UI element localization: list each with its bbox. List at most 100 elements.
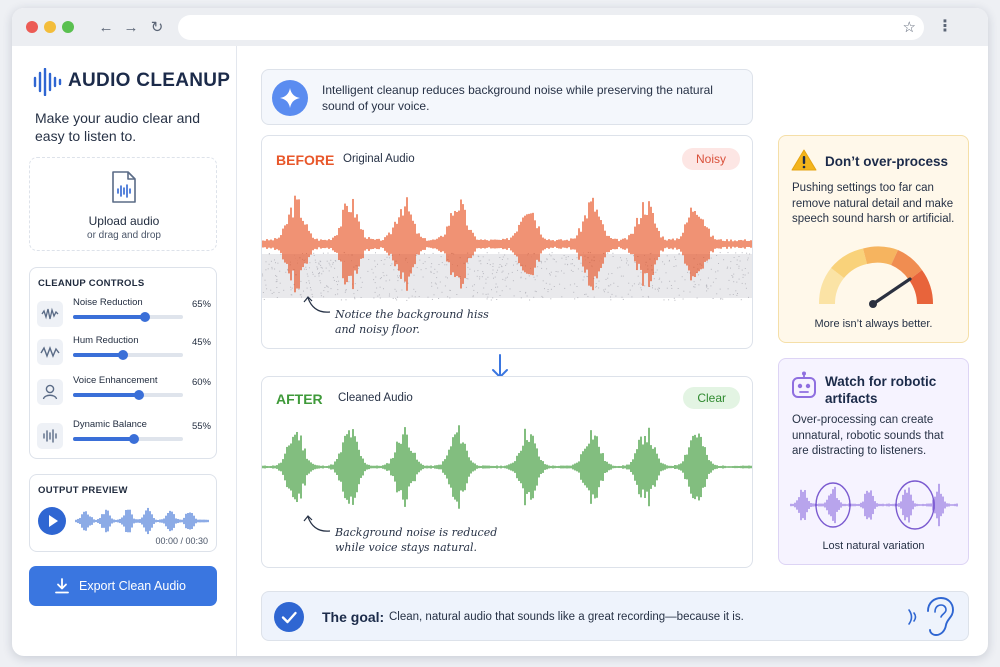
noise-speck [397,275,398,277]
ear-listening-icon [908,597,954,636]
noise-speck [486,252,488,254]
output-preview-heading: OUTPUT PREVIEW [38,485,128,496]
noise-speck [525,292,526,294]
noise-speck [290,294,292,296]
play-button[interactable] [38,507,66,535]
noise-speck [710,257,712,259]
noise-speck [320,292,322,294]
noise-speck [413,274,415,276]
over-process-caption: More isn’t always better. [814,318,933,330]
noise-speck [658,288,660,289]
noise-speck [669,259,670,261]
noise-speck [671,287,673,289]
noise-speck [319,280,321,282]
reload-icon[interactable]: ↻ [150,19,164,36]
noise-speck [565,258,567,260]
noise-speck [525,291,527,293]
noise-speck [499,264,501,265]
noise-speck [482,256,484,258]
noise-speck [397,268,399,270]
noise-speck [567,264,568,266]
noise-speck [389,279,391,281]
hum-reduction-slider[interactable] [73,350,183,360]
dynamic-balance-control: Dynamic Balance 55% [37,419,213,453]
noise-speck [497,286,499,288]
noise-speck [485,278,487,280]
noise-speck [335,260,337,262]
noise-speck [730,267,731,269]
browser-menu-icon[interactable]: ⋮ [937,18,953,35]
noise-speck [424,253,425,255]
noise-speck [501,290,503,292]
noise-speck [293,284,295,286]
noise-speck [303,259,305,261]
forward-arrow-icon[interactable]: → [123,19,139,36]
address-bar[interactable]: ☆ [178,15,924,40]
noise-speck [276,287,278,288]
minimize-window-dot[interactable] [44,21,56,33]
noise-speck [580,262,582,264]
voice-enhancement-slider[interactable] [73,390,183,400]
noise-speck [669,280,671,282]
noise-speck [374,291,376,293]
noise-speck [733,257,735,258]
noise-speck [515,261,517,262]
noise-speck [388,295,390,297]
noise-speck [553,286,555,287]
noise-speck [607,252,609,254]
brand: AUDIO CLEANUP [32,68,232,96]
noise-speck [318,275,320,277]
noise-speck [651,269,653,271]
noise-speck [735,290,737,292]
noise-speck [534,290,536,292]
bookmark-star-icon[interactable]: ☆ [902,19,916,36]
slider-thumb[interactable] [139,312,150,322]
noise-speck [612,256,614,257]
noise-speck [719,288,721,290]
noise-speck [270,260,272,262]
noise-speck [395,298,397,300]
noise-speck [640,287,642,289]
noise-speck [552,258,554,260]
warning-icon [791,149,817,171]
noise-speck [300,294,302,296]
noise-speck [379,278,381,280]
noise-speck [397,280,399,282]
noise-speck [732,276,734,278]
export-button[interactable]: Export Clean Audio [29,566,217,606]
noise-speck [501,266,503,268]
noise-speck [389,293,390,295]
noise-speck [318,273,320,275]
noise-speck [326,285,328,287]
noise-speck [572,259,573,260]
noise-speck [360,297,362,298]
noise-speck [542,296,544,298]
noise-speck [505,264,507,266]
goal-text: Clean, natural audio that sounds like a … [389,611,744,623]
noise-speck [447,259,449,261]
noise-speck [451,252,453,254]
slider-thumb[interactable] [128,434,139,444]
maximize-window-dot[interactable] [62,21,74,33]
noise-speck [727,266,729,268]
close-window-dot[interactable] [26,21,38,33]
equalizer-icon [37,423,63,449]
noise-speck [472,295,474,297]
back-arrow-icon[interactable]: ← [98,19,114,36]
upload-dropzone[interactable]: Upload audio or drag and drop [29,157,217,251]
noise-speck [305,266,307,268]
noise-speck [706,290,708,292]
noise-speck [337,289,339,291]
noise-reduction-slider[interactable] [73,312,183,322]
noise-speck [415,254,417,256]
noise-speck [593,260,595,262]
slider-thumb[interactable] [134,390,144,400]
noise-speck [727,252,729,254]
dynamic-balance-slider[interactable] [73,434,183,444]
after-waveform [262,425,752,509]
noise-speck [603,289,605,291]
noise-speck [615,295,617,297]
noise-speck [374,260,376,262]
slider-thumb[interactable] [117,350,128,360]
app-title: AUDIO CLEANUP [68,70,231,91]
